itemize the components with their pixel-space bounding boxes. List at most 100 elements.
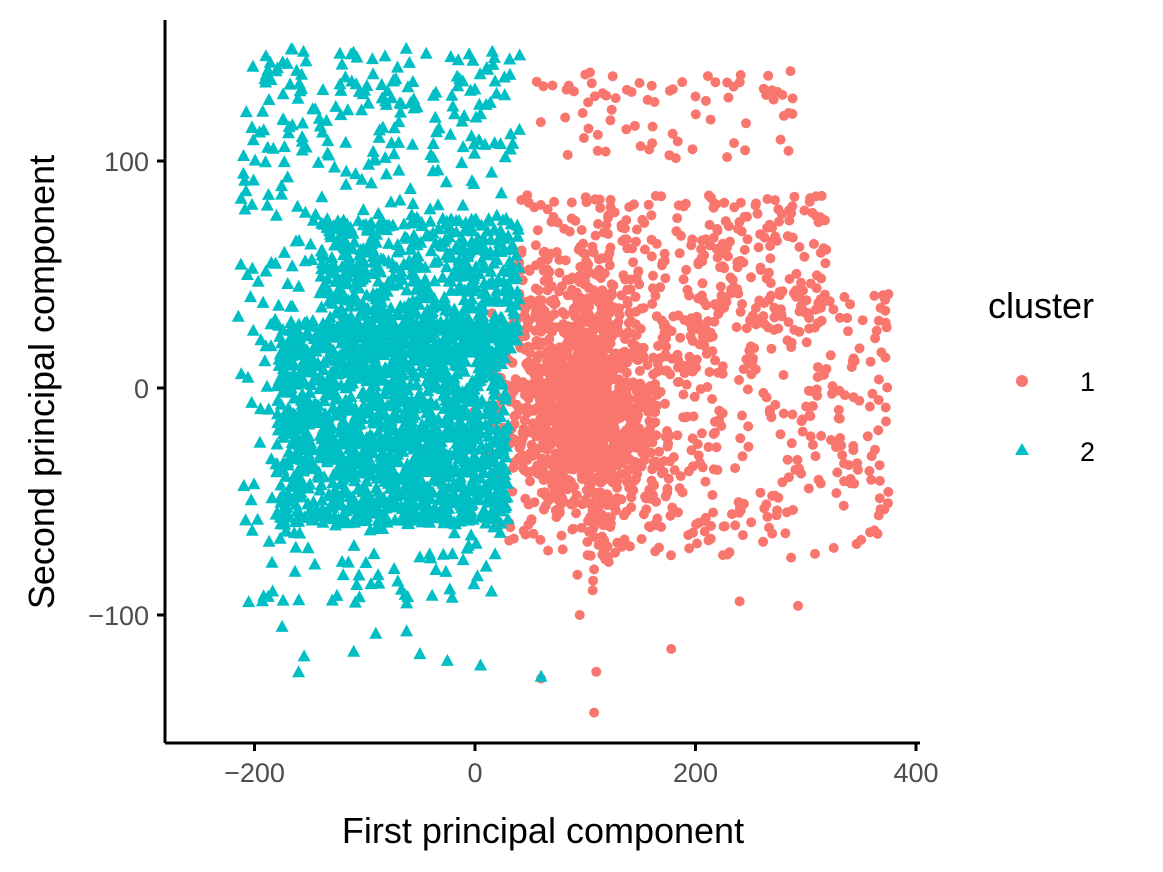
legend-label-cluster-1: 1 <box>1080 367 1095 397</box>
point-cluster-1-1156 <box>783 317 794 328</box>
point-cluster-1-1340 <box>873 510 884 521</box>
point-cluster-1-1853 <box>532 225 543 236</box>
point-cluster-1-1990 <box>700 95 711 106</box>
point-cluster-1-1510 <box>679 368 690 379</box>
point-cluster-1-1758 <box>697 235 707 246</box>
point-cluster-1-1586 <box>635 343 646 354</box>
point-cluster-1-1613 <box>673 355 684 366</box>
point-cluster-1-1542 <box>716 421 727 431</box>
point-cluster-1-1346 <box>647 418 658 429</box>
point-cluster-1-1603 <box>668 452 679 463</box>
point-cluster-1-1801 <box>539 306 550 317</box>
point-cluster-1-2019 <box>644 144 655 155</box>
point-cluster-1-1402 <box>563 399 574 410</box>
point-cluster-1-2002 <box>535 117 546 128</box>
point-cluster-1-1452 <box>627 347 638 358</box>
point-cluster-1-1932 <box>516 195 527 205</box>
point-cluster-1-1316 <box>632 468 643 479</box>
point-cluster-1-1215 <box>644 521 654 532</box>
point-cluster-1-1390 <box>633 410 644 421</box>
point-cluster-1-1514 <box>742 384 753 395</box>
point-cluster-1-2108 <box>603 229 613 239</box>
point-cluster-1-1057 <box>511 409 522 420</box>
point-cluster-1-1637 <box>735 306 746 317</box>
x-tick-label-2: 200 <box>673 758 718 788</box>
point-cluster-1-2028 <box>605 242 616 253</box>
point-cluster-1-1706 <box>576 225 587 236</box>
point-cluster-1-1549 <box>730 463 741 474</box>
point-cluster-1-1112 <box>556 349 567 360</box>
point-cluster-1-1025 <box>534 350 545 360</box>
point-cluster-1-1448 <box>852 464 863 475</box>
point-cluster-1-1602 <box>622 477 633 488</box>
point-cluster-1-1919 <box>684 290 694 301</box>
point-cluster-1-1606 <box>700 476 711 487</box>
point-cluster-1-1874 <box>753 242 764 253</box>
point-cluster-1-2098 <box>605 512 616 523</box>
point-cluster-1-1219 <box>803 385 814 396</box>
point-cluster-1-1785 <box>646 251 657 262</box>
point-cluster-1-1203 <box>766 343 777 354</box>
point-cluster-1-1519 <box>718 521 729 532</box>
point-cluster-1-1732 <box>622 296 633 306</box>
point-cluster-1-1641 <box>631 306 641 317</box>
point-cluster-1-1482 <box>864 401 875 412</box>
point-cluster-1-1374 <box>625 541 635 552</box>
point-cluster-1-1560 <box>663 438 674 449</box>
point-cluster-1-1936 <box>811 191 821 202</box>
point-cluster-1-1502 <box>741 323 752 334</box>
point-cluster-1-1957 <box>560 112 571 123</box>
point-cluster-1-1304 <box>851 539 862 549</box>
point-cluster-1-1365 <box>828 542 839 553</box>
x-tick-label-1: 0 <box>467 758 482 788</box>
point-cluster-1-1472 <box>875 302 886 313</box>
point-cluster-1-2008 <box>601 90 612 101</box>
point-cluster-1-398 <box>519 415 530 426</box>
point-cluster-1-1984 <box>763 70 774 81</box>
point-cluster-1-338 <box>627 338 638 349</box>
y-tick-label-0: −100 <box>88 601 149 631</box>
point-cluster-1-1638 <box>774 286 785 297</box>
point-cluster-1-2092 <box>602 419 613 430</box>
point-cluster-1-2117 <box>666 644 677 654</box>
point-cluster-1-1589 <box>758 536 769 547</box>
point-cluster-1-2052 <box>595 202 606 213</box>
point-cluster-1-2119 <box>793 600 803 611</box>
point-cluster-1-1204 <box>874 493 885 504</box>
point-cluster-1-1864 <box>794 306 805 317</box>
point-cluster-1-876 <box>566 477 576 487</box>
point-cluster-1-2118 <box>574 610 585 620</box>
point-cluster-1-1454 <box>708 507 719 518</box>
y-tick-label-1: 0 <box>134 374 149 404</box>
point-cluster-1-2099 <box>605 521 616 532</box>
point-cluster-1-2018 <box>785 66 796 77</box>
point-cluster-1-2116 <box>589 707 600 718</box>
points-layer <box>231 41 894 718</box>
point-cluster-1-1942 <box>765 278 776 289</box>
point-cluster-1-1799 <box>621 215 632 226</box>
point-cluster-1-1875 <box>751 319 762 330</box>
point-cluster-1-1777 <box>635 323 646 334</box>
point-cluster-1-1508 <box>866 474 877 485</box>
point-cluster-1-1113 <box>874 475 885 486</box>
point-cluster-1-914 <box>507 486 518 497</box>
point-cluster-1-1200 <box>531 431 541 442</box>
point-cluster-1-1941 <box>529 202 540 213</box>
point-cluster-1-1479 <box>807 439 818 450</box>
point-cluster-1-1527 <box>812 390 823 401</box>
point-cluster-1-1585 <box>636 534 647 544</box>
point-cluster-1-1546 <box>712 465 723 475</box>
point-cluster-1-1869 <box>712 225 723 236</box>
point-cluster-1-1595 <box>786 342 797 353</box>
point-cluster-1-1989 <box>592 145 603 156</box>
legend-key-circle-cluster-1 <box>1016 375 1028 387</box>
point-cluster-1-2015 <box>577 108 588 118</box>
point-cluster-1-1974 <box>578 133 589 143</box>
point-cluster-1-1849 <box>733 223 744 234</box>
point-cluster-1-1643 <box>820 258 831 269</box>
point-cluster-1-1511 <box>691 519 702 530</box>
point-cluster-1-1223 <box>873 425 884 436</box>
point-cluster-1-1356 <box>540 490 551 501</box>
point-cluster-1-1798 <box>725 288 736 299</box>
